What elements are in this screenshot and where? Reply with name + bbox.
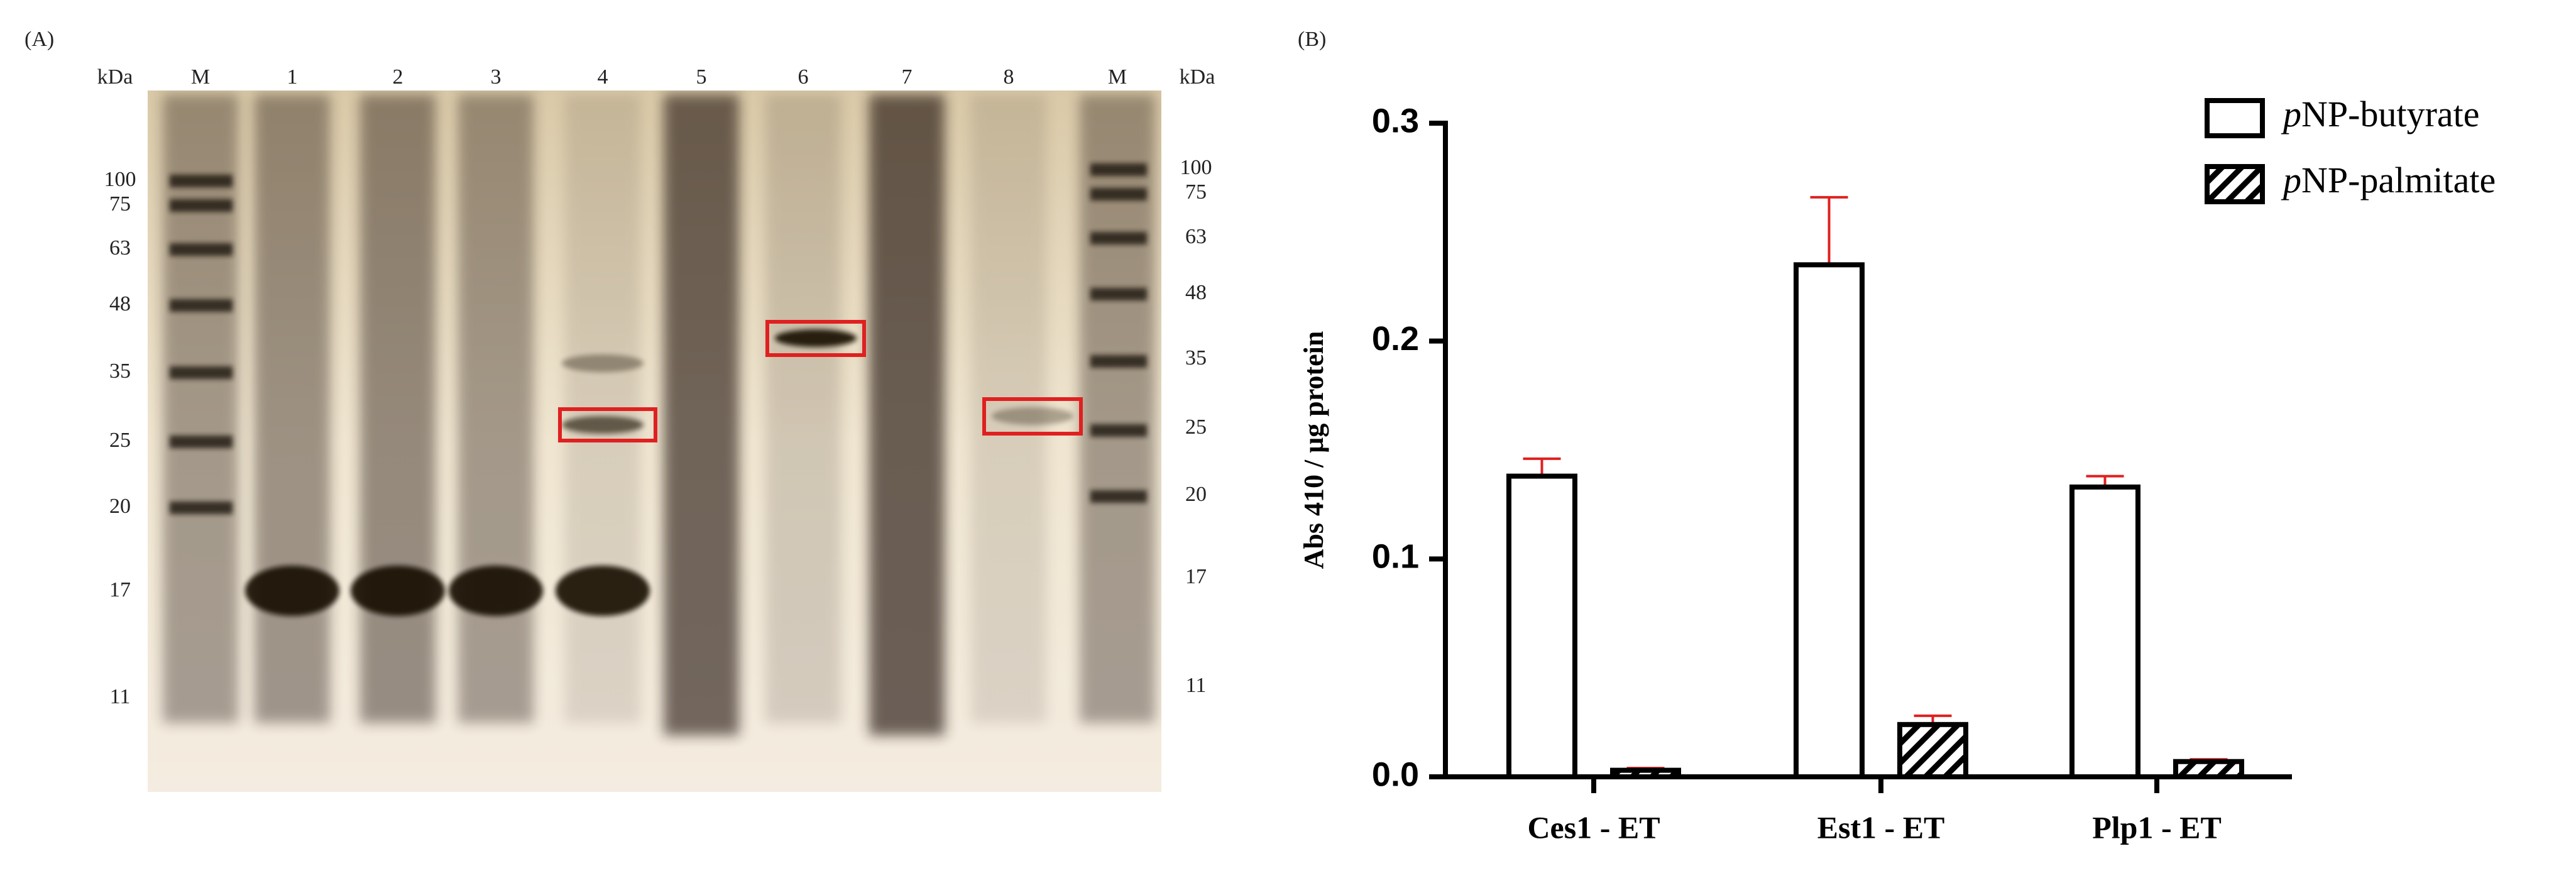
ladder-band [170,199,233,212]
gel-band [449,566,543,616]
unit-label: kDa [1180,65,1215,89]
marker-label: 35 [109,359,131,383]
lane-label: 8 [1004,65,1014,89]
highlight-box [765,320,866,357]
x-tick-label: Plp1 - ET [2092,809,2222,845]
legend-label: pNP-butyrate [2281,94,2480,134]
gel-band [245,566,339,616]
ladder-band [170,175,233,187]
bar-chart: 0.0 0.1 0.2 0.3 Abs 410 / μg protein Ces1 - E… [1298,94,2496,845]
x-tick-label: Ces1 - ET [1527,809,1660,845]
lane-label: M [1108,65,1127,89]
marker-label: 63 [109,236,131,260]
panel-label: (B) [1298,28,1326,51]
lane-label: 5 [696,65,707,89]
y-tick-label: 0.0 [1372,755,1419,793]
marker-label: 20 [109,495,131,518]
bar [1506,473,1577,779]
gel-band [992,407,1073,425]
lane-label: 6 [798,65,809,89]
marker-label: 48 [109,292,131,316]
ladder-band [1090,424,1147,437]
lane-label: 3 [491,65,501,89]
ladder-band [170,366,233,379]
marker-label: 11 [1186,674,1207,697]
bar [1794,262,1865,780]
lane-smear [869,94,945,735]
ladder-band [1090,490,1147,503]
lane-smear [664,94,739,735]
x-tick-label: Est1 - ET [1817,809,1945,845]
marker-label: 48 [1185,281,1207,304]
marker-label: 100 [104,168,136,191]
ladder-band [1090,232,1147,244]
marker-label: 17 [109,578,131,601]
lane-label: 7 [902,65,913,89]
highlight-box [558,407,657,442]
ladder-band [1090,288,1147,300]
lane-label: 1 [287,65,298,89]
y-axis-label: Abs 410 / μg protein [1298,331,1329,569]
legend-swatch [2205,98,2265,138]
gel-labels: (A) kDa kDa M 1 2 3 4 5 6 7 8 M100756348352520171… [25,28,1215,708]
marker-label: 11 [110,685,131,708]
bar [2069,484,2140,780]
gel-band [562,354,644,372]
gel-band [556,566,650,616]
ladder-band [1090,188,1147,200]
lane-smear [360,94,436,723]
lane-smear [458,94,534,723]
marker-label: 17 [1185,565,1207,588]
ladder-band [170,299,233,312]
bar [1897,722,1968,780]
marker-label: 75 [1185,180,1207,204]
ladder-band [1090,163,1147,176]
y-tick-label: 0.2 [1372,320,1419,358]
gel-band [351,566,445,616]
marker-label: 25 [1185,415,1207,439]
ladder-band [170,243,233,256]
lane-label: 4 [598,65,608,89]
ladder-band [1090,355,1147,368]
lane-smear [765,94,841,723]
marker-label: 35 [1185,346,1207,370]
y-tick-label: 0.3 [1372,102,1419,140]
gel-image [148,91,1161,792]
marker-label: 75 [109,192,131,216]
lane-label: M [191,65,210,89]
ladder-band [170,436,233,448]
legend-label: pNP-palmitate [2281,160,2496,200]
marker-label: 20 [1185,483,1207,506]
gel-band [775,329,857,347]
lane-label: 2 [393,65,403,89]
legend-swatch [2205,164,2265,204]
bar [2173,759,2244,779]
unit-label: kDa [97,65,133,89]
y-tick-label: 0.1 [1372,538,1419,576]
marker-label: 63 [1185,225,1207,248]
panel-label: (A) [25,28,54,51]
marker-label: 25 [109,429,131,452]
marker-label: 100 [1180,156,1212,179]
gel-band [562,416,644,434]
ladder-band [170,502,233,514]
lane-smear [255,94,330,723]
highlight-box [982,397,1083,436]
lane-smear [163,94,238,723]
